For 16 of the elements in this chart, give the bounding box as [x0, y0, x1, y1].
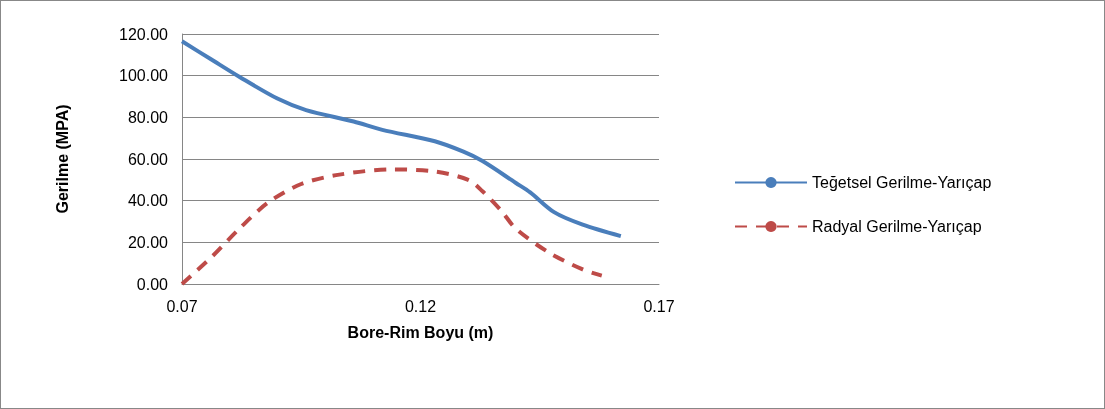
y-tick-label: 80.00 [127, 108, 169, 126]
y-tick-label: 100.00 [119, 67, 169, 85]
x-tick-label: 0.17 [643, 297, 675, 315]
y-axis-title: Gerilme (MPA) [53, 104, 71, 214]
y-tick-label: 20.00 [127, 233, 169, 251]
y-tick-label: 60.00 [127, 150, 169, 168]
y-tick-label: 120.00 [119, 25, 169, 43]
legend-label: Radyal Gerilme-Yarıçap [812, 218, 982, 235]
y-tick-label: 40.00 [127, 192, 169, 210]
line-series [180, 167, 604, 286]
line-series [180, 39, 623, 239]
x-tick-label: 0.07 [166, 297, 198, 315]
y-tick-label: 0.00 [136, 275, 169, 293]
x-axis-title: Bore-Rim Boyu (m) [347, 323, 494, 341]
x-tick-label: 0.12 [404, 297, 437, 315]
legend-label: Teğetsel Gerilme-Yarıçap [812, 174, 992, 191]
